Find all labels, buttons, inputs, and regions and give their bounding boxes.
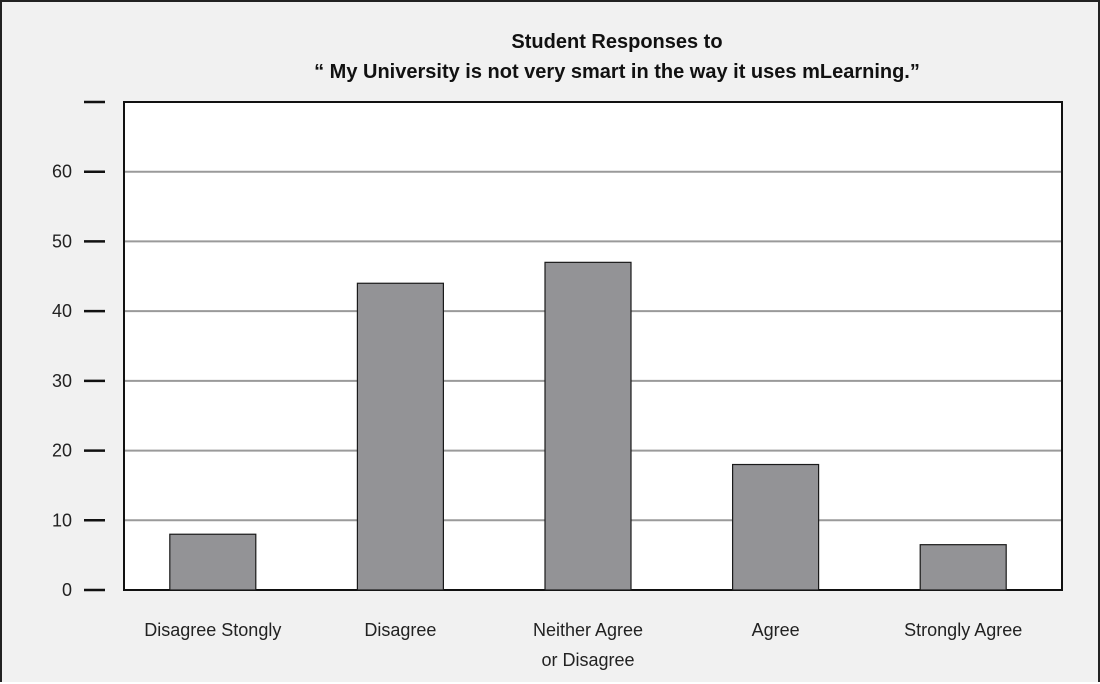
y-tick-label: 20: [52, 441, 72, 461]
x-tick-label: Strongly Agree: [904, 620, 1022, 640]
y-tick-label: 0: [62, 580, 72, 600]
x-tick-label: Disagree Stongly: [144, 620, 281, 640]
x-tick-label: Agree: [752, 620, 800, 640]
x-tick-label: Disagree: [364, 620, 436, 640]
chart-subtitle: “ My University is not very smart in the…: [314, 61, 920, 83]
x-tick-label: Neither Agree: [533, 620, 643, 640]
bar: [919, 544, 1007, 591]
y-tick-label: 60: [52, 162, 72, 182]
bar: [169, 533, 257, 591]
bar: [544, 261, 632, 591]
y-tick-label: 40: [52, 301, 72, 321]
bar: [356, 282, 444, 591]
y-tick-label: 10: [52, 510, 72, 530]
plot-area: 0 10 20 30 40 50 60 Disagree Stongly Disagree Nei…: [52, 100, 1063, 670]
y-tick-label: 50: [52, 231, 72, 251]
bar: [731, 463, 820, 591]
x-tick-label: or Disagree: [541, 650, 634, 670]
y-tick-label: 30: [52, 371, 72, 391]
chart-title: Student Responses to: [511, 31, 722, 53]
